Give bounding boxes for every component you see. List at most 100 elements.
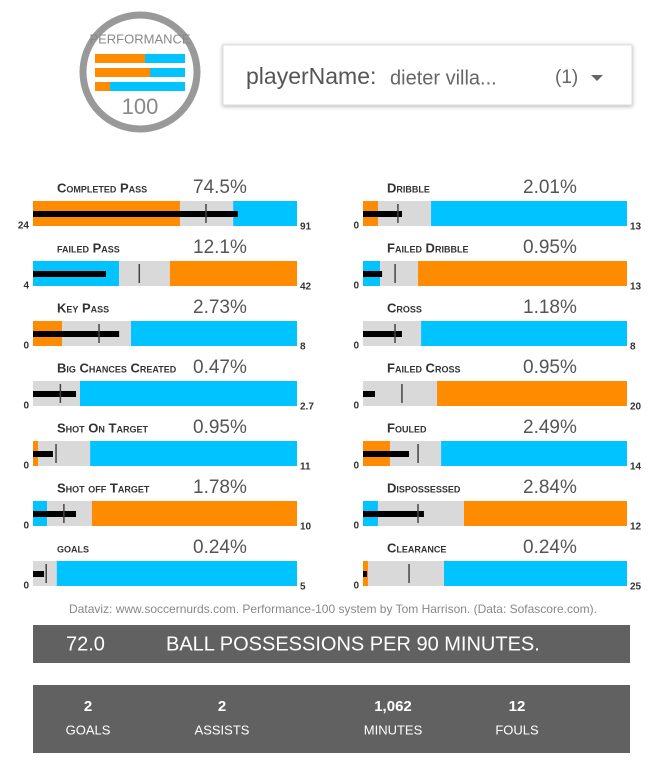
logo-stripe [95, 82, 110, 91]
logo-stripe [150, 68, 185, 77]
stat-value: 2 [84, 698, 92, 715]
logo-stripe [95, 68, 185, 77]
chart-title: Shot off Target [57, 480, 150, 495]
annotation: 1.18% [523, 297, 577, 318]
logo-title: PERFORMANCE [89, 31, 190, 46]
value-bar [363, 571, 368, 577]
value-bar [363, 331, 402, 337]
value-bar [33, 391, 77, 397]
filter-count: (1) [555, 67, 578, 88]
x-tick-label: 2.7 [300, 402, 314, 413]
value-bar [33, 571, 45, 577]
range-band [443, 561, 627, 586]
x-tick-label: 13 [630, 282, 642, 293]
range-band [418, 261, 627, 286]
x-tick-label: 0 [353, 341, 359, 352]
annotation: 0.95% [193, 417, 247, 438]
range-band [421, 321, 627, 346]
x-tick-label: 0 [23, 461, 29, 472]
stat-label: ASSISTS [195, 722, 250, 737]
chart-title: Big Chances Created [57, 360, 177, 375]
annotation: 1.78% [193, 477, 247, 498]
annotation: 2.49% [523, 417, 577, 438]
value-bar [33, 331, 120, 337]
annotation: 12.1% [193, 237, 247, 258]
chart-title: Dispossessed [387, 480, 461, 495]
stats: 2 GOALS 2 ASSISTS 1,062 MINUTES 12 FOULS [66, 698, 539, 737]
x-tick-label: 20 [630, 402, 642, 413]
x-tick-label: 4 [23, 281, 29, 292]
credit: Dataviz: www.soccernurds.com. Performanc… [69, 602, 597, 616]
range-band [169, 261, 297, 286]
logo-number: 100 [122, 94, 159, 119]
x-tick-label: 91 [300, 222, 312, 233]
chart-title: Clearance [387, 540, 446, 555]
annotation: 0.95% [523, 237, 577, 258]
stats-box [33, 685, 630, 753]
filter-value: dieter villa... [390, 67, 497, 89]
range-band [79, 381, 297, 406]
x-tick-label: 0 [353, 581, 359, 592]
x-tick-label: 8 [630, 342, 636, 353]
value-bar [33, 511, 77, 517]
value-bar [33, 211, 238, 217]
range-band [90, 441, 298, 466]
logo-stripe [95, 54, 145, 63]
x-tick-label: 0 [23, 341, 29, 352]
annotation: 0.24% [523, 537, 577, 558]
player-filter[interactable]: playerName: dieter villa... (1) [222, 44, 633, 106]
range-band [441, 441, 627, 466]
range-band [33, 561, 57, 586]
range-band [56, 561, 298, 586]
charts: Completed Pass 74.5% 24 91 failed Pass 12.1% 4… [18, 177, 642, 593]
logo: PERFORMANCE 100 [79, 11, 201, 133]
chart-title: Dribble [387, 180, 430, 195]
x-tick-label: 24 [18, 221, 30, 232]
logo-stripe [95, 82, 185, 91]
x-tick-label: 0 [353, 401, 359, 412]
x-tick-label: 13 [630, 222, 642, 233]
x-tick-label: 14 [630, 462, 642, 473]
stat-value: 2 [218, 698, 226, 715]
stat-value: 1,062 [374, 698, 412, 715]
range-band [437, 381, 627, 406]
value-bar [363, 391, 376, 397]
range-band [363, 381, 438, 406]
possessions-bar [33, 625, 630, 663]
stat-label: MINUTES [364, 722, 423, 737]
x-tick-label: 10 [300, 522, 312, 533]
annotation: 0.24% [193, 537, 247, 558]
chart-title: Failed Cross [387, 360, 460, 375]
value-bar [363, 271, 383, 277]
x-tick-label: 12 [630, 522, 642, 533]
x-tick-label: 25 [630, 582, 642, 593]
x-tick-label: 42 [300, 282, 312, 293]
x-tick-label: 0 [353, 281, 359, 292]
range-band [131, 321, 297, 346]
x-tick-label: 0 [23, 521, 29, 532]
annotation: 0.95% [523, 357, 577, 378]
annotation: 0.47% [193, 357, 247, 378]
chart-title: Failed Dribble [387, 240, 468, 255]
annotation: 74.5% [193, 177, 247, 198]
range-band [91, 501, 297, 526]
range-band [431, 201, 627, 226]
chart-title: Key Pass [57, 300, 109, 315]
annotation: 2.84% [523, 477, 577, 498]
chart-title: Shot On Target [57, 420, 148, 435]
stat-label: FOULS [495, 722, 539, 737]
x-tick-label: 5 [300, 582, 306, 593]
stat-value: 12 [509, 698, 526, 715]
x-tick-label: 11 [300, 462, 311, 473]
filter-field: playerName: [246, 63, 376, 89]
dropdown-arrow[interactable] [591, 75, 603, 81]
chart-title: Completed Pass [57, 180, 147, 195]
value-bar [33, 271, 106, 277]
x-tick-label: 0 [353, 221, 359, 232]
filter-box[interactable] [222, 44, 633, 106]
range-band [233, 201, 297, 226]
x-tick-label: 0 [23, 401, 29, 412]
value-bar [363, 451, 410, 457]
